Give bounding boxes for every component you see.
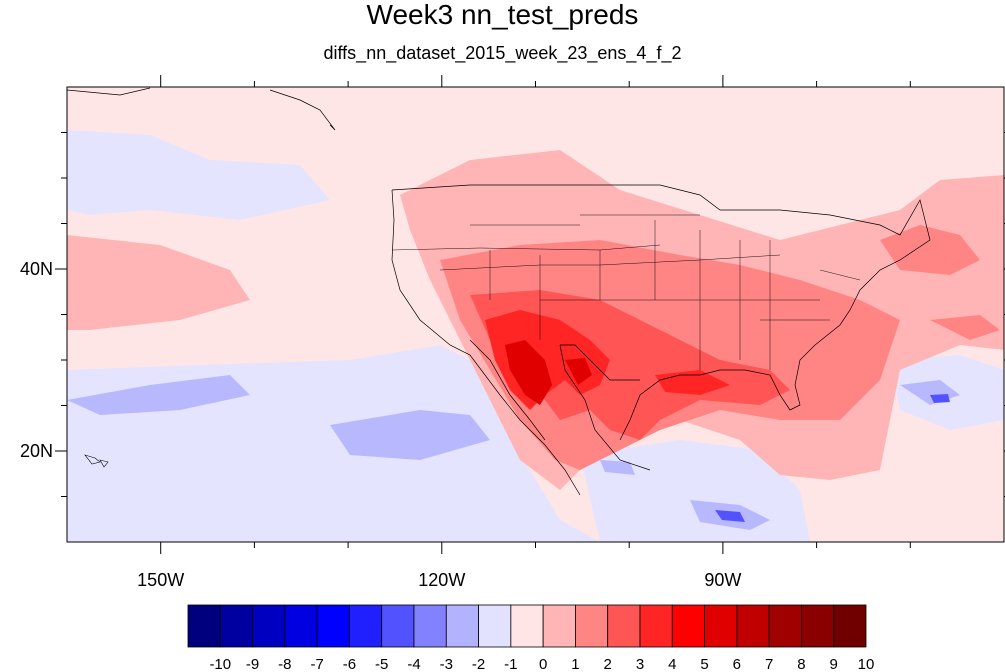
- colorbar-swatch: [542, 604, 576, 648]
- colorbar-label: 9: [830, 656, 838, 672]
- colorbar-swatch: [671, 604, 705, 648]
- colorbar-label: 7: [765, 656, 773, 672]
- colorbar-swatch: [349, 604, 383, 648]
- colorbar-label: 0: [539, 656, 547, 672]
- colorbar-swatch: [575, 604, 609, 648]
- colorbar-label: -3: [440, 656, 453, 672]
- chart-subtitle: diffs_nn_dataset_2015_week_23_ens_4_f_2: [323, 43, 682, 63]
- chart-title: Week3 nn_test_preds: [366, 0, 639, 30]
- colorbar-swatch: [219, 604, 253, 648]
- colorbar-label: 3: [636, 656, 644, 672]
- colorbar-swatch: [639, 604, 673, 648]
- colorbar-label: 4: [668, 656, 676, 672]
- colorbar-label: 8: [797, 656, 805, 672]
- colorbar-label: 5: [700, 656, 708, 672]
- colorbar-swatch: [704, 604, 738, 648]
- field-negative-strong: [715, 394, 950, 522]
- state-borders: [391, 214, 861, 370]
- colorbar-label: 1: [571, 656, 579, 672]
- colorbar-label: -8: [278, 656, 291, 672]
- colorbar-swatch: [413, 604, 447, 648]
- colorbar-swatch: [607, 604, 641, 648]
- x-tick-label: 90W: [704, 570, 741, 590]
- colorbar-swatch: [381, 604, 415, 648]
- colorbar-swatch: [252, 604, 286, 648]
- y-tick-label: 20N: [20, 441, 53, 461]
- colorbar-label: -4: [407, 656, 420, 672]
- colorbar-swatch: [187, 604, 221, 648]
- colorbar-swatch: [801, 604, 835, 648]
- colorbar-label: -9: [246, 656, 259, 672]
- colorbar-label: 6: [733, 656, 741, 672]
- colorbar: -10 -9 -8 -7 -6 -5 -4 -3 -2 -1 0 1 2 3 4 5 6 7 8 9 10: [187, 604, 875, 672]
- colorbar-swatch: [284, 604, 318, 648]
- colorbar-label: 10: [858, 656, 875, 672]
- colorbar-swatch: [510, 604, 544, 648]
- colorbar-label: 2: [604, 656, 612, 672]
- colorbar-swatch: [768, 604, 802, 648]
- islands: [84, 454, 109, 468]
- x-tick-label: 120W: [418, 570, 465, 590]
- colorbar-swatch: [736, 604, 770, 648]
- colorbar-label: -10: [209, 656, 231, 672]
- colorbar-label: -1: [504, 656, 517, 672]
- colorbar-swatch: [478, 604, 512, 648]
- colorbar-swatch: [445, 604, 479, 648]
- y-tick-label: 40N: [20, 259, 53, 279]
- colorbar-label: -7: [310, 656, 323, 672]
- colorbar-label: -2: [472, 656, 485, 672]
- x-tick-label: 150W: [137, 570, 184, 590]
- colorbar-label: -6: [343, 656, 356, 672]
- colorbar-swatch: [316, 604, 350, 648]
- map-axes: 150W 120W 90W 40N 20N: [20, 75, 1005, 590]
- field-negative-medium: [67, 375, 960, 530]
- colorbar-swatch: [833, 604, 867, 648]
- field-positive-5: [505, 340, 592, 405]
- map-area: [67, 87, 1004, 542]
- coastlines: [67, 87, 931, 496]
- colorbar-label: -5: [375, 656, 388, 672]
- field-positive-4: [485, 310, 730, 410]
